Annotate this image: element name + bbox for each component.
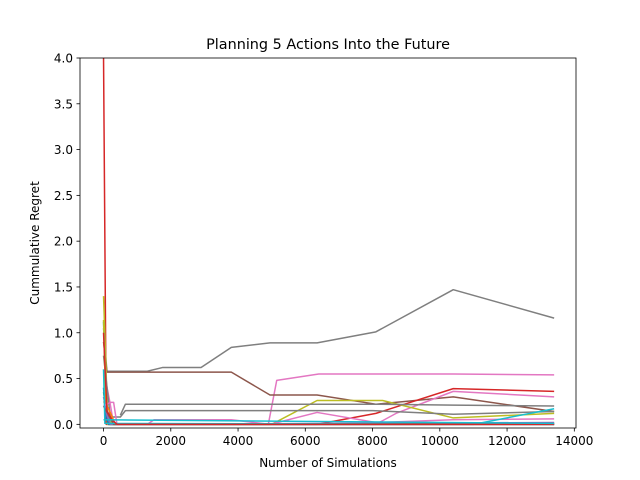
y-tick-label: 2.5 (54, 189, 73, 203)
y-axis-label: Cummulative Regret (28, 181, 42, 305)
x-tick-label: 2000 (156, 434, 187, 448)
x-tick-label: 12000 (488, 434, 526, 448)
y-tick-label: 3.5 (54, 97, 73, 111)
plot-frame (79, 57, 577, 429)
x-axis: 0 2000 4000 6000 8000 10000 12000 14000 (100, 428, 593, 448)
chart-title: Planning 5 Actions Into the Future (206, 37, 450, 53)
series-line-9 (119, 403, 555, 416)
series-line-2 (102, 369, 555, 426)
y-tick-label: 1.0 (54, 326, 73, 340)
x-tick-label: 4000 (223, 434, 254, 448)
series-line-1 (102, 288, 555, 372)
y-tick-label: 1.5 (54, 280, 73, 294)
series-line-20 (103, 419, 555, 425)
y-tick-label: 2.0 (54, 235, 73, 249)
series-line-3 (102, 341, 555, 413)
y-tick-label: 4.0 (54, 52, 73, 66)
x-axis-label: Number of Simulations (259, 456, 397, 470)
x-tick-label: 10000 (421, 434, 459, 448)
x-tick-label: 14000 (555, 434, 593, 448)
y-tick-label: 0.0 (54, 418, 73, 432)
series-layer (102, 57, 555, 426)
x-tick-label: 6000 (290, 434, 321, 448)
plot-area (80, 58, 576, 428)
x-tick-label: 8000 (357, 434, 388, 448)
x-tick-label: 0 (100, 434, 108, 448)
y-tick-label: 0.5 (54, 372, 73, 386)
y-axis: 0.0 0.5 1.0 1.5 2.0 2.5 3.0 3.5 4.0 (54, 52, 80, 432)
y-tick-label: 3.0 (54, 143, 73, 157)
